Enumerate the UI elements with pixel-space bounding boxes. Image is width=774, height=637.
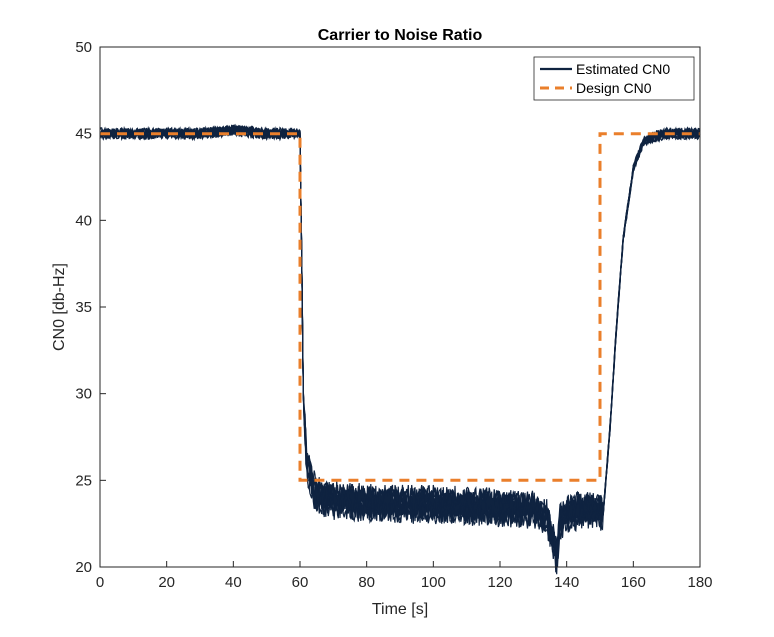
estimated-cn0-line [99, 125, 701, 562]
design-cn0-line [100, 132, 700, 482]
x-tick-label: 140 [554, 574, 579, 591]
x-tick-label: 60 [292, 574, 309, 591]
x-axis-label: Time [s] [372, 601, 428, 618]
legend-label-estimated: Estimated CN0 [576, 61, 670, 77]
x-tick-label: 100 [421, 574, 446, 591]
series-layer [99, 123, 701, 575]
y-tick-label: 50 [75, 39, 92, 56]
y-tick-label: 30 [75, 386, 92, 403]
y-tick-label: 40 [75, 212, 92, 229]
y-tick-label: 45 [75, 126, 92, 143]
legend-box [533, 56, 695, 101]
chart-title: Carrier to Noise Ratio [318, 27, 483, 44]
y-tick-label: 20 [75, 559, 92, 576]
x-tick-label: 80 [358, 574, 375, 591]
plot-frame [99, 46, 701, 568]
x-tick-label: 160 [621, 574, 646, 591]
legend-label-design: Design CN0 [576, 80, 652, 96]
plot-background [100, 47, 700, 567]
x-tick-label: 120 [487, 574, 512, 591]
x-tick-label: 20 [158, 574, 175, 591]
x-tick-label: 180 [687, 574, 712, 591]
y-axis-label: CN0 [db-Hz] [51, 263, 68, 351]
legend: Estimated CN0 Design CN0 [533, 56, 695, 101]
y-tick-label: 25 [75, 472, 92, 489]
x-tick-label: 0 [96, 574, 104, 591]
x-tick-label: 40 [225, 574, 242, 591]
y-tick-label: 35 [75, 299, 92, 316]
